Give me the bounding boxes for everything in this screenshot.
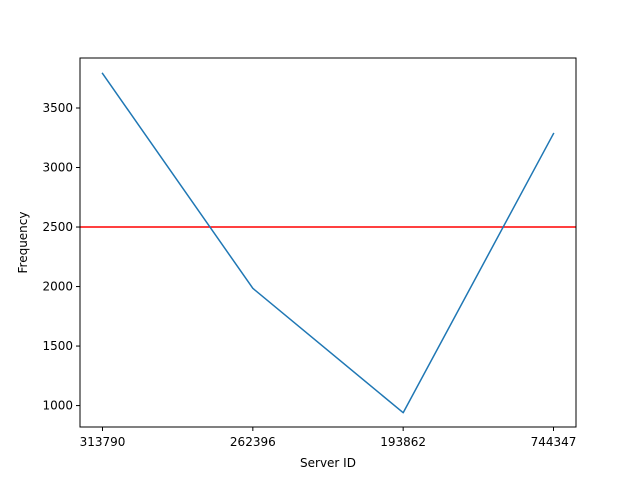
y-tick-label: 3000 [42,161,73,175]
y-tick-label: 3500 [42,101,73,115]
x-tick-label: 744347 [531,435,577,449]
y-tick-label: 1500 [42,339,73,353]
series-line-0 [101,72,555,414]
plot-area [80,72,576,414]
y-tick-label: 1000 [42,399,73,413]
x-axis: 313790 262396 193862 744347 [80,427,577,449]
y-axis: 1000 1500 2000 2500 3000 3500 [42,101,80,413]
y-tick-label: 2500 [42,220,73,234]
plot-frame [79,57,577,428]
x-tick-label: 313790 [80,435,126,449]
y-axis-label: Frequency [16,212,30,274]
x-tick-label: 262396 [230,435,276,449]
x-tick-label: 193862 [380,435,426,449]
y-tick-label: 2000 [42,280,73,294]
x-axis-label: Server ID [300,456,356,470]
